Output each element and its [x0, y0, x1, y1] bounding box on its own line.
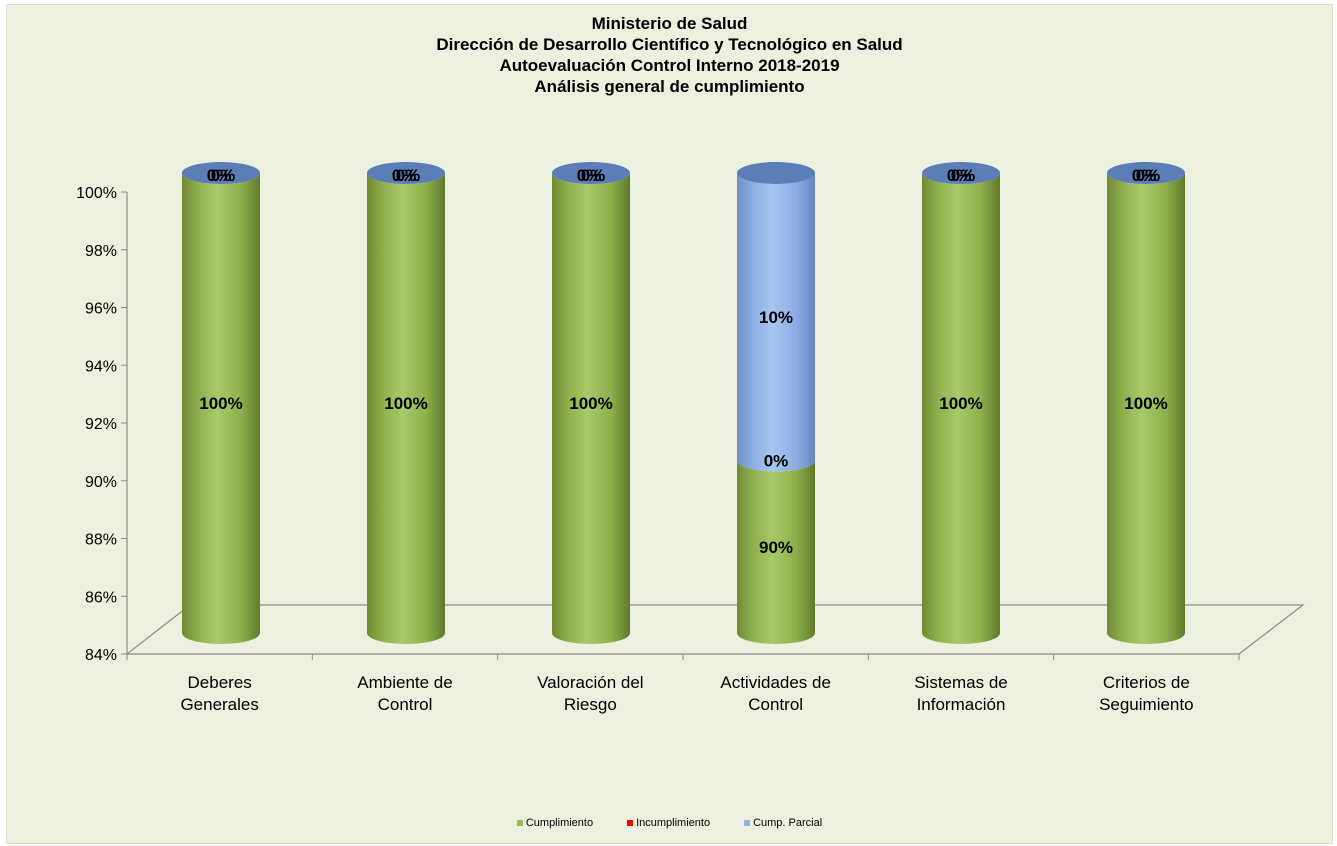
x-category-label: Riesgo: [564, 695, 617, 714]
chart-title: Ministerio de Salud Dirección de Desarro…: [7, 13, 1332, 97]
cylinder-top-cap: [182, 162, 260, 184]
x-category-label: Actividades de: [720, 673, 831, 692]
chart-area: Ministerio de Salud Dirección de Desarro…: [6, 4, 1333, 844]
chart-title-line: Análisis general de cumplimiento: [534, 77, 805, 96]
y-tick-label: 100%: [76, 185, 117, 202]
legend-swatch: [627, 820, 634, 826]
data-label: 100%: [569, 394, 612, 413]
data-label: 0%: [207, 166, 232, 185]
legend-swatch: [516, 820, 523, 826]
cylinder-top-cap: [367, 162, 445, 184]
x-category-label: Deberes: [188, 673, 252, 692]
x-category-label: Generales: [180, 695, 258, 714]
legend-item: Cump. Parcial: [744, 817, 822, 829]
data-label: 90%: [759, 538, 793, 557]
y-tick-label: 86%: [85, 589, 117, 606]
data-label: 100%: [939, 394, 982, 413]
cylinder-segment: [737, 460, 815, 644]
data-label: 0%: [396, 166, 421, 185]
legend-item: Incumplimiento: [627, 817, 710, 829]
cylinder-segment: [1107, 173, 1185, 644]
data-label: 0%: [581, 166, 606, 185]
data-label: 0%: [1132, 166, 1157, 185]
legend-label: Incumplimiento: [636, 817, 711, 829]
cylinder-top-cap: [1107, 162, 1185, 184]
cylinder-segment: [367, 173, 445, 644]
legend: Cumplimiento Incumplimiento Cump. Parcia…: [7, 817, 1332, 829]
legend-label: Cumplimiento: [525, 817, 594, 829]
cylinder-segment: [737, 173, 815, 472]
cylinder-top-cap: [552, 162, 630, 184]
y-tick-label: 84%: [85, 647, 117, 664]
y-tick-label: 94%: [85, 358, 117, 375]
chart-title-line: Ministerio de Salud: [591, 14, 748, 33]
legend-label: Cump. Parcial: [753, 817, 823, 829]
data-label: 10%: [759, 308, 793, 327]
x-category-label: Control: [378, 695, 433, 714]
cylinder-segment: [922, 173, 1000, 644]
x-category-label: Información: [917, 695, 1006, 714]
data-label: 0%: [764, 452, 789, 471]
data-label: 100%: [199, 394, 242, 413]
data-label: 0%: [211, 166, 236, 185]
cylinder-segment: [552, 173, 630, 644]
data-label: 0%: [1136, 166, 1161, 185]
y-tick-label: 92%: [85, 416, 117, 433]
chart-plot: 84% 86% 88% 90% 92% 94% 96% 98% 100% Deberes Gener…: [76, 162, 1305, 714]
data-label: 100%: [1124, 394, 1167, 413]
x-category-label: Ambiente de: [357, 673, 452, 692]
x-category-label: Seguimiento: [1099, 695, 1194, 714]
data-label: 100%: [384, 394, 427, 413]
y-tick-label: 88%: [85, 532, 117, 549]
y-tick-label: 96%: [85, 301, 117, 318]
x-category-label: Sistemas de: [914, 673, 1008, 692]
cylinder-top-cap: [737, 162, 815, 184]
legend-item: Cumplimiento: [516, 817, 594, 829]
cylinder-segment: [182, 173, 260, 644]
chart-title-line: Autoevaluación Control Interno 2018-2019: [499, 56, 840, 75]
x-category-label: Control: [748, 695, 803, 714]
chart-title-line: Dirección de Desarrollo Científico y Tec…: [436, 35, 903, 54]
data-label: 0%: [951, 166, 976, 185]
data-label: 0%: [577, 166, 602, 185]
legend-swatch: [744, 820, 751, 826]
y-tick-label: 98%: [85, 243, 117, 260]
y-tick-label: 90%: [85, 474, 117, 491]
cylinder-top-cap: [922, 162, 1000, 184]
data-label: 0%: [392, 166, 417, 185]
x-category-label: Valoración del: [537, 673, 643, 692]
x-category-label: Criterios de: [1103, 673, 1190, 692]
data-label: 0%: [947, 166, 972, 185]
